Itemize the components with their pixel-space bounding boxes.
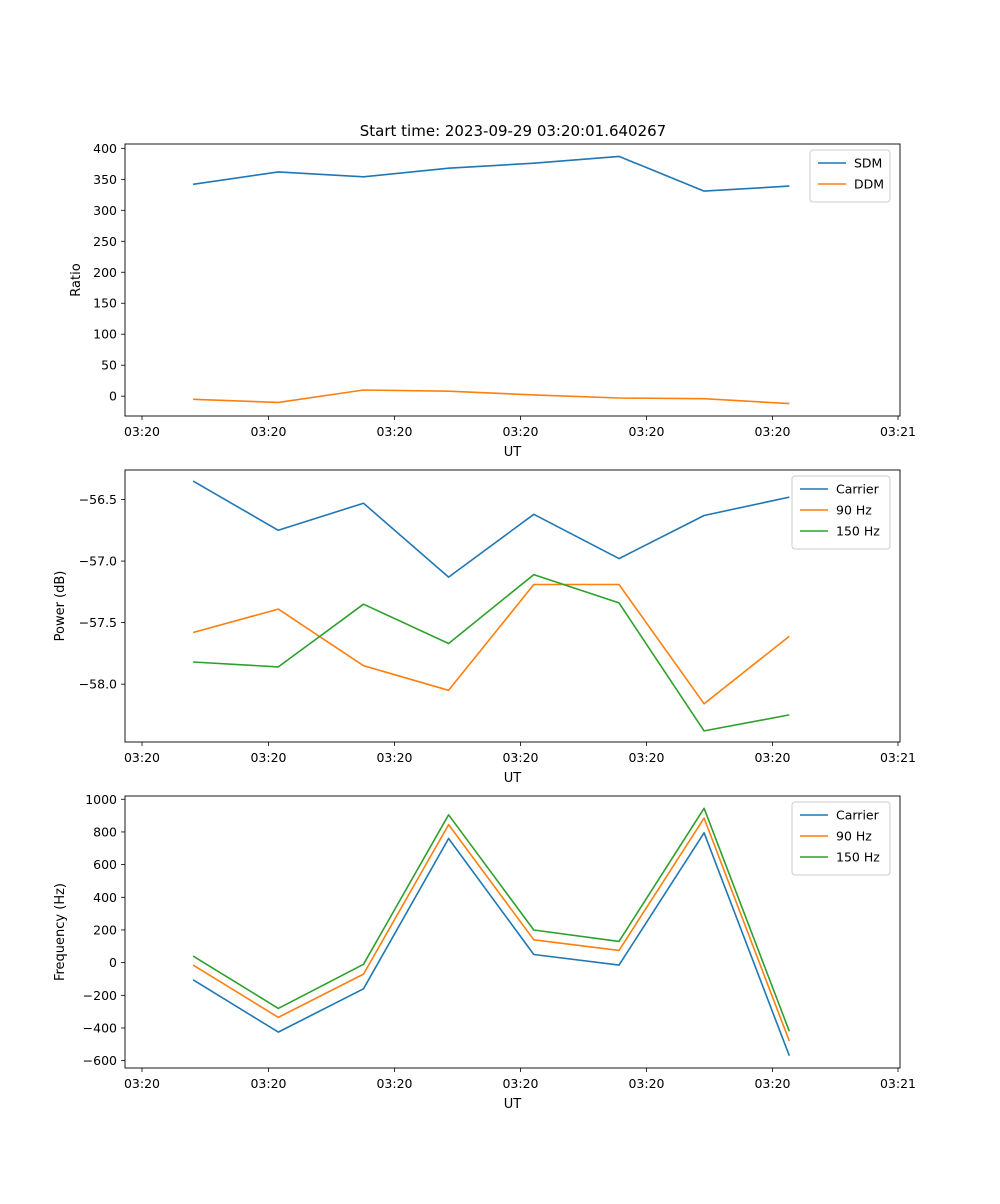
x-tick-label: 03:20 [754, 1076, 790, 1091]
x-tick-label: 03:20 [124, 750, 160, 765]
series-line-ddm [193, 389, 790, 405]
x-tick-label: 03:20 [628, 1076, 664, 1091]
series-line-150-hz [193, 573, 790, 732]
series-line-sdm [192, 155, 790, 192]
y-tick-label: −57.5 [79, 615, 117, 630]
series-line-90-hz [192, 817, 791, 1042]
figure-title: Start time: 2023-09-29 03:20:01.640267 [360, 122, 666, 140]
x-tick-label: 03:20 [250, 1076, 286, 1091]
y-tick-label: 100 [93, 327, 117, 342]
axes-frame [124, 143, 901, 417]
y-tick-label: −57.0 [79, 554, 117, 569]
legend-label: 150 Hz [836, 850, 880, 865]
y-tick-label: −56.5 [79, 492, 117, 507]
x-tick-label: 03:21 [880, 1076, 916, 1091]
axes-frame [124, 795, 901, 1069]
y-axis-label: Power (dB) [53, 571, 68, 642]
y-tick-label: 600 [93, 857, 117, 872]
y-tick-label: −600 [83, 1053, 117, 1068]
x-tick-label: 03:20 [628, 424, 664, 439]
x-tick-label: 03:20 [124, 424, 160, 439]
legend-label: Carrier [836, 808, 880, 823]
chart-panel-2: 03:20 03:20 03:20 03:20 03:20 03:20 03:21 UT −58… [53, 469, 916, 786]
legend-label: 90 Hz [836, 829, 872, 844]
legend-label: 150 Hz [836, 524, 880, 539]
x-tick-label: 03:20 [376, 750, 412, 765]
y-tick-label: 200 [93, 922, 117, 937]
x-tick-label: 03:20 [628, 750, 664, 765]
y-tick-label: 800 [93, 824, 117, 839]
x-tick-label: 03:20 [376, 1076, 412, 1091]
y-axis-label: Ratio [69, 263, 84, 296]
x-tick-label: 03:20 [502, 1076, 538, 1091]
y-tick-label: 1000 [85, 792, 117, 807]
series-line-150-hz [192, 807, 791, 1032]
plots-group: 03:20 03:20 03:20 03:20 03:20 03:20 03:21 UT 0 50… [53, 141, 916, 1112]
y-tick-label: 250 [93, 234, 117, 249]
axes-frame [124, 469, 901, 743]
y-tick-label: 0 [109, 955, 117, 970]
y-tick-label: −58.0 [79, 677, 117, 692]
x-tick-label: 03:20 [502, 424, 538, 439]
legend-label: Carrier [836, 482, 880, 497]
y-tick-label: 400 [93, 141, 117, 156]
legend: Carrier 90 Hz 150 Hz [791, 475, 891, 550]
chart-panel-1: 03:20 03:20 03:20 03:20 03:20 03:20 03:21 UT 0 50… [69, 141, 916, 460]
legend-label: DDM [854, 177, 884, 192]
y-tick-label: 200 [93, 265, 117, 280]
x-tick-label: 03:21 [880, 424, 916, 439]
x-tick-label: 03:20 [502, 750, 538, 765]
legend-label: 90 Hz [836, 503, 872, 518]
chart-panel-3: 03:20 03:20 03:20 03:20 03:20 03:20 03:21 UT −60… [53, 792, 916, 1112]
series-line-carrier [192, 480, 790, 578]
series-line-carrier [192, 831, 791, 1056]
x-tick-label: 03:20 [250, 424, 286, 439]
y-axis-label: Frequency (Hz) [53, 883, 68, 981]
y-tick-label: 300 [93, 203, 117, 218]
y-tick-label: 0 [109, 389, 117, 404]
x-tick-label: 03:20 [250, 750, 286, 765]
x-tick-label: 03:20 [124, 1076, 160, 1091]
legend-label: SDM [854, 156, 882, 171]
x-tick-label: 03:20 [754, 750, 790, 765]
x-axis-label: UT [504, 771, 522, 786]
x-axis-label: UT [504, 445, 522, 460]
y-tick-label: 50 [101, 358, 117, 373]
y-tick-label: 150 [93, 296, 117, 311]
x-axis-label: UT [504, 1097, 522, 1112]
legend: Carrier 90 Hz 150 Hz [791, 801, 891, 876]
x-tick-label: 03:20 [376, 424, 412, 439]
y-tick-label: 350 [93, 172, 117, 187]
series-line-90-hz [192, 583, 790, 705]
y-tick-label: 400 [93, 890, 117, 905]
legend: SDM DDM [809, 149, 891, 203]
y-tick-label: −200 [83, 988, 117, 1003]
x-tick-label: 03:21 [880, 750, 916, 765]
y-tick-label: −400 [83, 1020, 117, 1035]
x-tick-label: 03:20 [754, 424, 790, 439]
